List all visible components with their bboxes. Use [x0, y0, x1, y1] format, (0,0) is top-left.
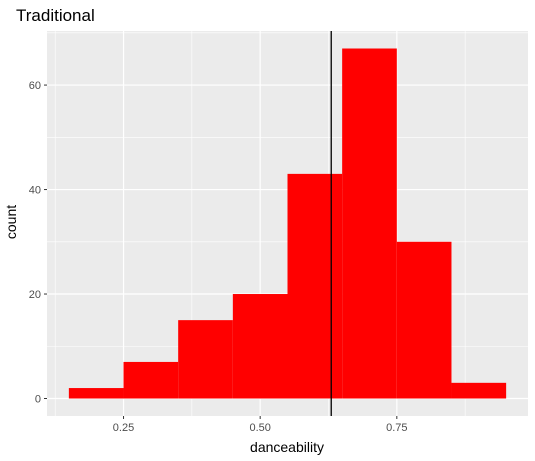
histogram-bar: [178, 320, 233, 398]
x-tick-label: 0.25: [113, 422, 134, 434]
histogram-bar: [451, 383, 506, 399]
y-tick-label: 60: [29, 80, 41, 92]
y-tick-label: 0: [35, 394, 41, 406]
y-axis-ticks: 0 20 40 60: [29, 80, 47, 405]
histogram-bar: [397, 242, 452, 399]
x-tick-label: 0.50: [249, 422, 270, 434]
histogram-bar: [342, 49, 397, 399]
histogram-bar: [233, 294, 288, 398]
y-tick-label: 40: [29, 185, 41, 197]
x-tick-label: 0.75: [386, 422, 407, 434]
y-axis-title: count: [3, 205, 19, 239]
histogram-bar: [69, 388, 124, 398]
x-axis-ticks: 0.25 0.50 0.75: [113, 416, 408, 434]
histogram-bar: [124, 362, 179, 399]
y-tick-label: 20: [29, 289, 41, 301]
histogram-bar: [288, 174, 343, 399]
chart-title: Traditional: [16, 6, 95, 25]
x-axis-title: danceability: [250, 439, 324, 455]
